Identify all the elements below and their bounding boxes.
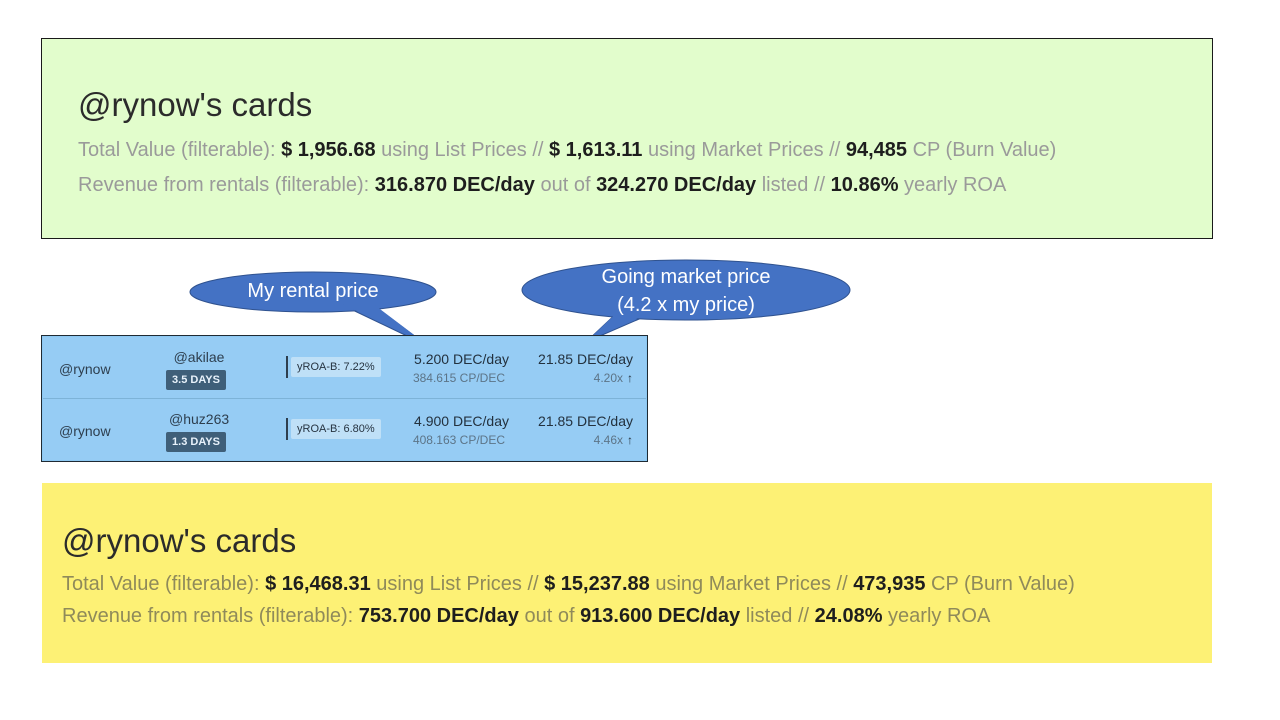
revenue-listed-value: 324.270 DEC/day xyxy=(596,174,757,196)
burn-value-label: CP (Burn Value) xyxy=(925,573,1075,595)
total-value-line: Total Value (filterable): $ 16,468.31 us… xyxy=(62,573,1075,596)
summary-panel-list: @rynow's cards Total Value (filterable):… xyxy=(41,38,1213,239)
table-row[interactable]: @rynow @huz263 1.3 DAYS yROA-B: 6.80% 4.… xyxy=(43,399,646,460)
table-row[interactable]: @rynow @akilae 3.5 DAYS yROA-B: 7.22% 5.… xyxy=(43,337,646,399)
revenue-listed-label: listed // xyxy=(756,174,831,196)
arrow-up-icon: ↑ xyxy=(627,371,633,385)
rental-price: 5.200 DEC/day xyxy=(414,351,509,367)
revenue-listed-label: listed // xyxy=(740,605,815,627)
revenue-rented-value: 316.870 DEC/day xyxy=(374,174,535,196)
revenue-line: Revenue from rentals (filterable): 316.8… xyxy=(78,174,1006,197)
price-ratio-value: 4.46x xyxy=(593,433,623,447)
callout-market-line1: Going market price xyxy=(601,266,771,288)
revenue-listed-value: 913.600 DEC/day xyxy=(580,605,741,627)
rental-days-badge: 3.5 DAYS xyxy=(166,370,226,390)
revenue-line: Revenue from rentals (filterable): 753.7… xyxy=(62,605,990,628)
total-value-label: Total Value (filterable): xyxy=(78,139,282,161)
renter-name[interactable]: @akilae xyxy=(173,349,225,365)
market-price: 21.85 DEC/day xyxy=(538,351,633,367)
arrow-up-icon: ↑ xyxy=(627,433,633,447)
panel-title: @rynow's cards xyxy=(78,86,313,123)
list-price-value: $ 16,468.31 xyxy=(265,573,371,595)
roa-value: 24.08% xyxy=(814,605,883,627)
renter-name[interactable]: @huz263 xyxy=(169,411,230,427)
price-ratio: 4.46x ↑ xyxy=(523,433,633,447)
list-price-label: using List Prices // xyxy=(370,573,545,595)
market-price-label: using Market Prices // xyxy=(649,573,854,595)
market-price-value: $ 1,613.11 xyxy=(549,139,643,161)
rental-days-badge: 1.3 DAYS xyxy=(166,432,226,452)
list-price-value: $ 1,956.68 xyxy=(281,139,376,161)
market-price: 21.85 DEC/day xyxy=(538,413,633,429)
total-value-line: Total Value (filterable): $ 1,956.68 usi… xyxy=(78,139,1056,162)
list-price-label: using List Prices // xyxy=(375,139,549,161)
yroa-badge: yROA-B: 6.80% xyxy=(291,419,381,439)
divider xyxy=(286,356,288,378)
burn-value-label: CP (Burn Value) xyxy=(907,139,1057,161)
roa-value: 10.86% xyxy=(830,174,899,196)
burn-value: 94,485 xyxy=(845,139,908,161)
revenue-out-of-label: out of xyxy=(534,174,597,196)
roa-label: yearly ROA xyxy=(898,174,1007,196)
callout-market-price-text: Going market price (4.2 x my price) xyxy=(522,263,850,319)
rental-table: @rynow @akilae 3.5 DAYS yROA-B: 7.22% 5.… xyxy=(41,335,648,462)
callout-going-market-price xyxy=(521,259,851,343)
roa-label: yearly ROA xyxy=(882,605,991,627)
price-ratio-value: 4.20x xyxy=(593,371,623,385)
callout-my-rental-price-text: My rental price xyxy=(247,280,379,302)
rental-price: 4.900 DEC/day xyxy=(414,413,509,429)
summary-panel-market: @rynow's cards Total Value (filterable):… xyxy=(42,483,1212,663)
revenue-rented-value: 753.700 DEC/day xyxy=(358,605,519,627)
burn-value: 473,935 xyxy=(853,573,926,595)
owner-name[interactable]: @rynow xyxy=(59,423,111,439)
divider xyxy=(286,418,288,440)
panel-title: @rynow's cards xyxy=(62,522,297,559)
price-ratio: 4.20x ↑ xyxy=(523,371,633,385)
callout-market-line2: (4.2 x my price) xyxy=(617,294,755,316)
revenue-label: Revenue from rentals (filterable): xyxy=(62,605,359,627)
cp-per-dec: 408.163 CP/DEC xyxy=(412,433,505,447)
market-price-label: using Market Prices // xyxy=(642,139,846,161)
yroa-badge: yROA-B: 7.22% xyxy=(291,357,381,377)
owner-name[interactable]: @rynow xyxy=(59,361,111,377)
cp-per-dec: 384.615 CP/DEC xyxy=(412,371,505,385)
revenue-out-of-label: out of xyxy=(518,605,581,627)
revenue-label: Revenue from rentals (filterable): xyxy=(78,174,375,196)
total-value-label: Total Value (filterable): xyxy=(62,573,266,595)
market-price-value: $ 15,237.88 xyxy=(544,573,650,595)
